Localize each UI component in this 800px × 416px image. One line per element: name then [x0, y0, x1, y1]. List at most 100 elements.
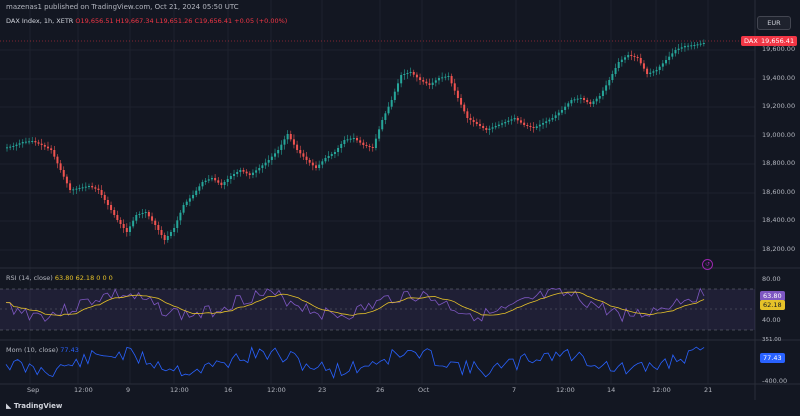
candle-body	[356, 138, 358, 141]
mom-legend[interactable]: Mom (10, close) 77.43	[6, 346, 79, 354]
candle-body	[349, 138, 352, 140]
candle-body	[485, 128, 488, 130]
candle-body	[173, 228, 176, 232]
time-tick: 12:00	[652, 386, 671, 394]
time-tick: 12:00	[74, 386, 93, 394]
candle-body	[422, 80, 425, 82]
candle-body	[59, 163, 62, 170]
candle-body	[138, 214, 141, 215]
candle-body	[453, 83, 456, 91]
footer-brand[interactable]: ◣ TradingView	[6, 402, 62, 410]
candle-body	[299, 150, 302, 154]
time-tick: 14	[607, 386, 616, 394]
price-tick: 18,200.00	[762, 245, 796, 253]
candle-body	[542, 123, 545, 125]
candle-body	[523, 122, 526, 125]
currency-button[interactable]: EUR	[757, 16, 791, 30]
symbol-name: DAX Index, 1h, XETR	[6, 17, 74, 25]
rsi-legend-label: RSI (14, close)	[6, 274, 53, 282]
mom-tick: -400.00	[762, 377, 788, 385]
candle-body	[696, 44, 699, 46]
candle-body	[277, 150, 280, 154]
candle-body	[103, 195, 106, 200]
candle-body	[18, 143, 21, 145]
candle-body	[264, 162, 267, 166]
time-tick: 7	[512, 386, 517, 394]
candle-body	[110, 205, 113, 210]
candle-body	[381, 120, 384, 130]
time-tick: 23	[318, 386, 327, 394]
candle-body	[639, 58, 642, 64]
candle-body	[233, 174, 236, 176]
candle-body	[390, 100, 393, 107]
candle-body	[236, 172, 239, 174]
candle-body	[478, 124, 481, 126]
candle-body	[617, 62, 620, 68]
candle-body	[214, 178, 217, 181]
candle-body	[84, 186, 87, 188]
candle-body	[78, 188, 81, 189]
candle-body	[217, 180, 220, 183]
candle-body	[560, 110, 563, 113]
candle-body	[201, 182, 204, 187]
candle-body	[144, 212, 147, 213]
candle-body	[6, 147, 8, 149]
candle-body	[245, 171, 248, 174]
candle-body	[378, 129, 381, 139]
candle-body	[40, 143, 43, 145]
candle-body	[141, 213, 144, 214]
symbol-legend[interactable]: DAX Index, 1h, XETR O19,656.51 H19,667.3…	[6, 17, 287, 25]
candle-body	[302, 153, 305, 157]
candle-body	[504, 122, 507, 124]
candle-body	[620, 59, 623, 62]
candle-body	[24, 141, 27, 143]
candle-body	[274, 153, 277, 157]
rsi-ma-line	[5, 291, 705, 317]
candle-body	[690, 45, 693, 47]
candle-body	[501, 123, 504, 125]
candle-body	[198, 186, 201, 191]
candle-body	[43, 145, 46, 147]
candle-body	[699, 43, 702, 45]
candle-body	[207, 179, 210, 181]
candle-body	[494, 126, 497, 128]
candle-body	[128, 226, 131, 232]
time-tick: 21	[704, 386, 713, 394]
candle-body	[62, 170, 65, 177]
candle-body	[529, 126, 532, 127]
alert-icon[interactable]: ↺	[702, 259, 713, 270]
candle-body	[598, 96, 601, 99]
candle-body	[661, 63, 664, 67]
candle-body	[72, 189, 75, 191]
candle-body	[122, 224, 125, 228]
candle-body	[583, 98, 586, 100]
candle-body	[551, 118, 554, 120]
candle-body	[169, 232, 172, 236]
candle-body	[469, 118, 472, 120]
candle-body	[157, 225, 160, 230]
candle-body	[195, 190, 198, 195]
candle-body	[633, 56, 636, 57]
time-tick: 12:00	[170, 386, 189, 394]
candle-body	[132, 220, 135, 227]
candle-body	[283, 139, 286, 145]
candle-body	[9, 146, 12, 148]
candle-body	[229, 176, 232, 179]
candle-body	[12, 146, 15, 147]
candle-body	[611, 74, 614, 80]
candle-body	[100, 190, 103, 195]
candle-body	[513, 118, 516, 120]
candle-body	[519, 120, 522, 123]
candle-body	[526, 125, 529, 126]
candle-body	[642, 63, 645, 69]
mom-legend-value: 77.43	[60, 346, 79, 354]
price-tick: 19,400.00	[762, 74, 796, 82]
rsi-legend[interactable]: RSI (14, close) 63.80 62.18 0 0 0	[6, 274, 113, 282]
candle-body	[437, 78, 440, 81]
candle-body	[324, 158, 327, 162]
rsi-line	[5, 287, 705, 323]
candle-body	[311, 162, 314, 166]
candle-body	[258, 168, 261, 171]
candle-body	[589, 102, 592, 104]
